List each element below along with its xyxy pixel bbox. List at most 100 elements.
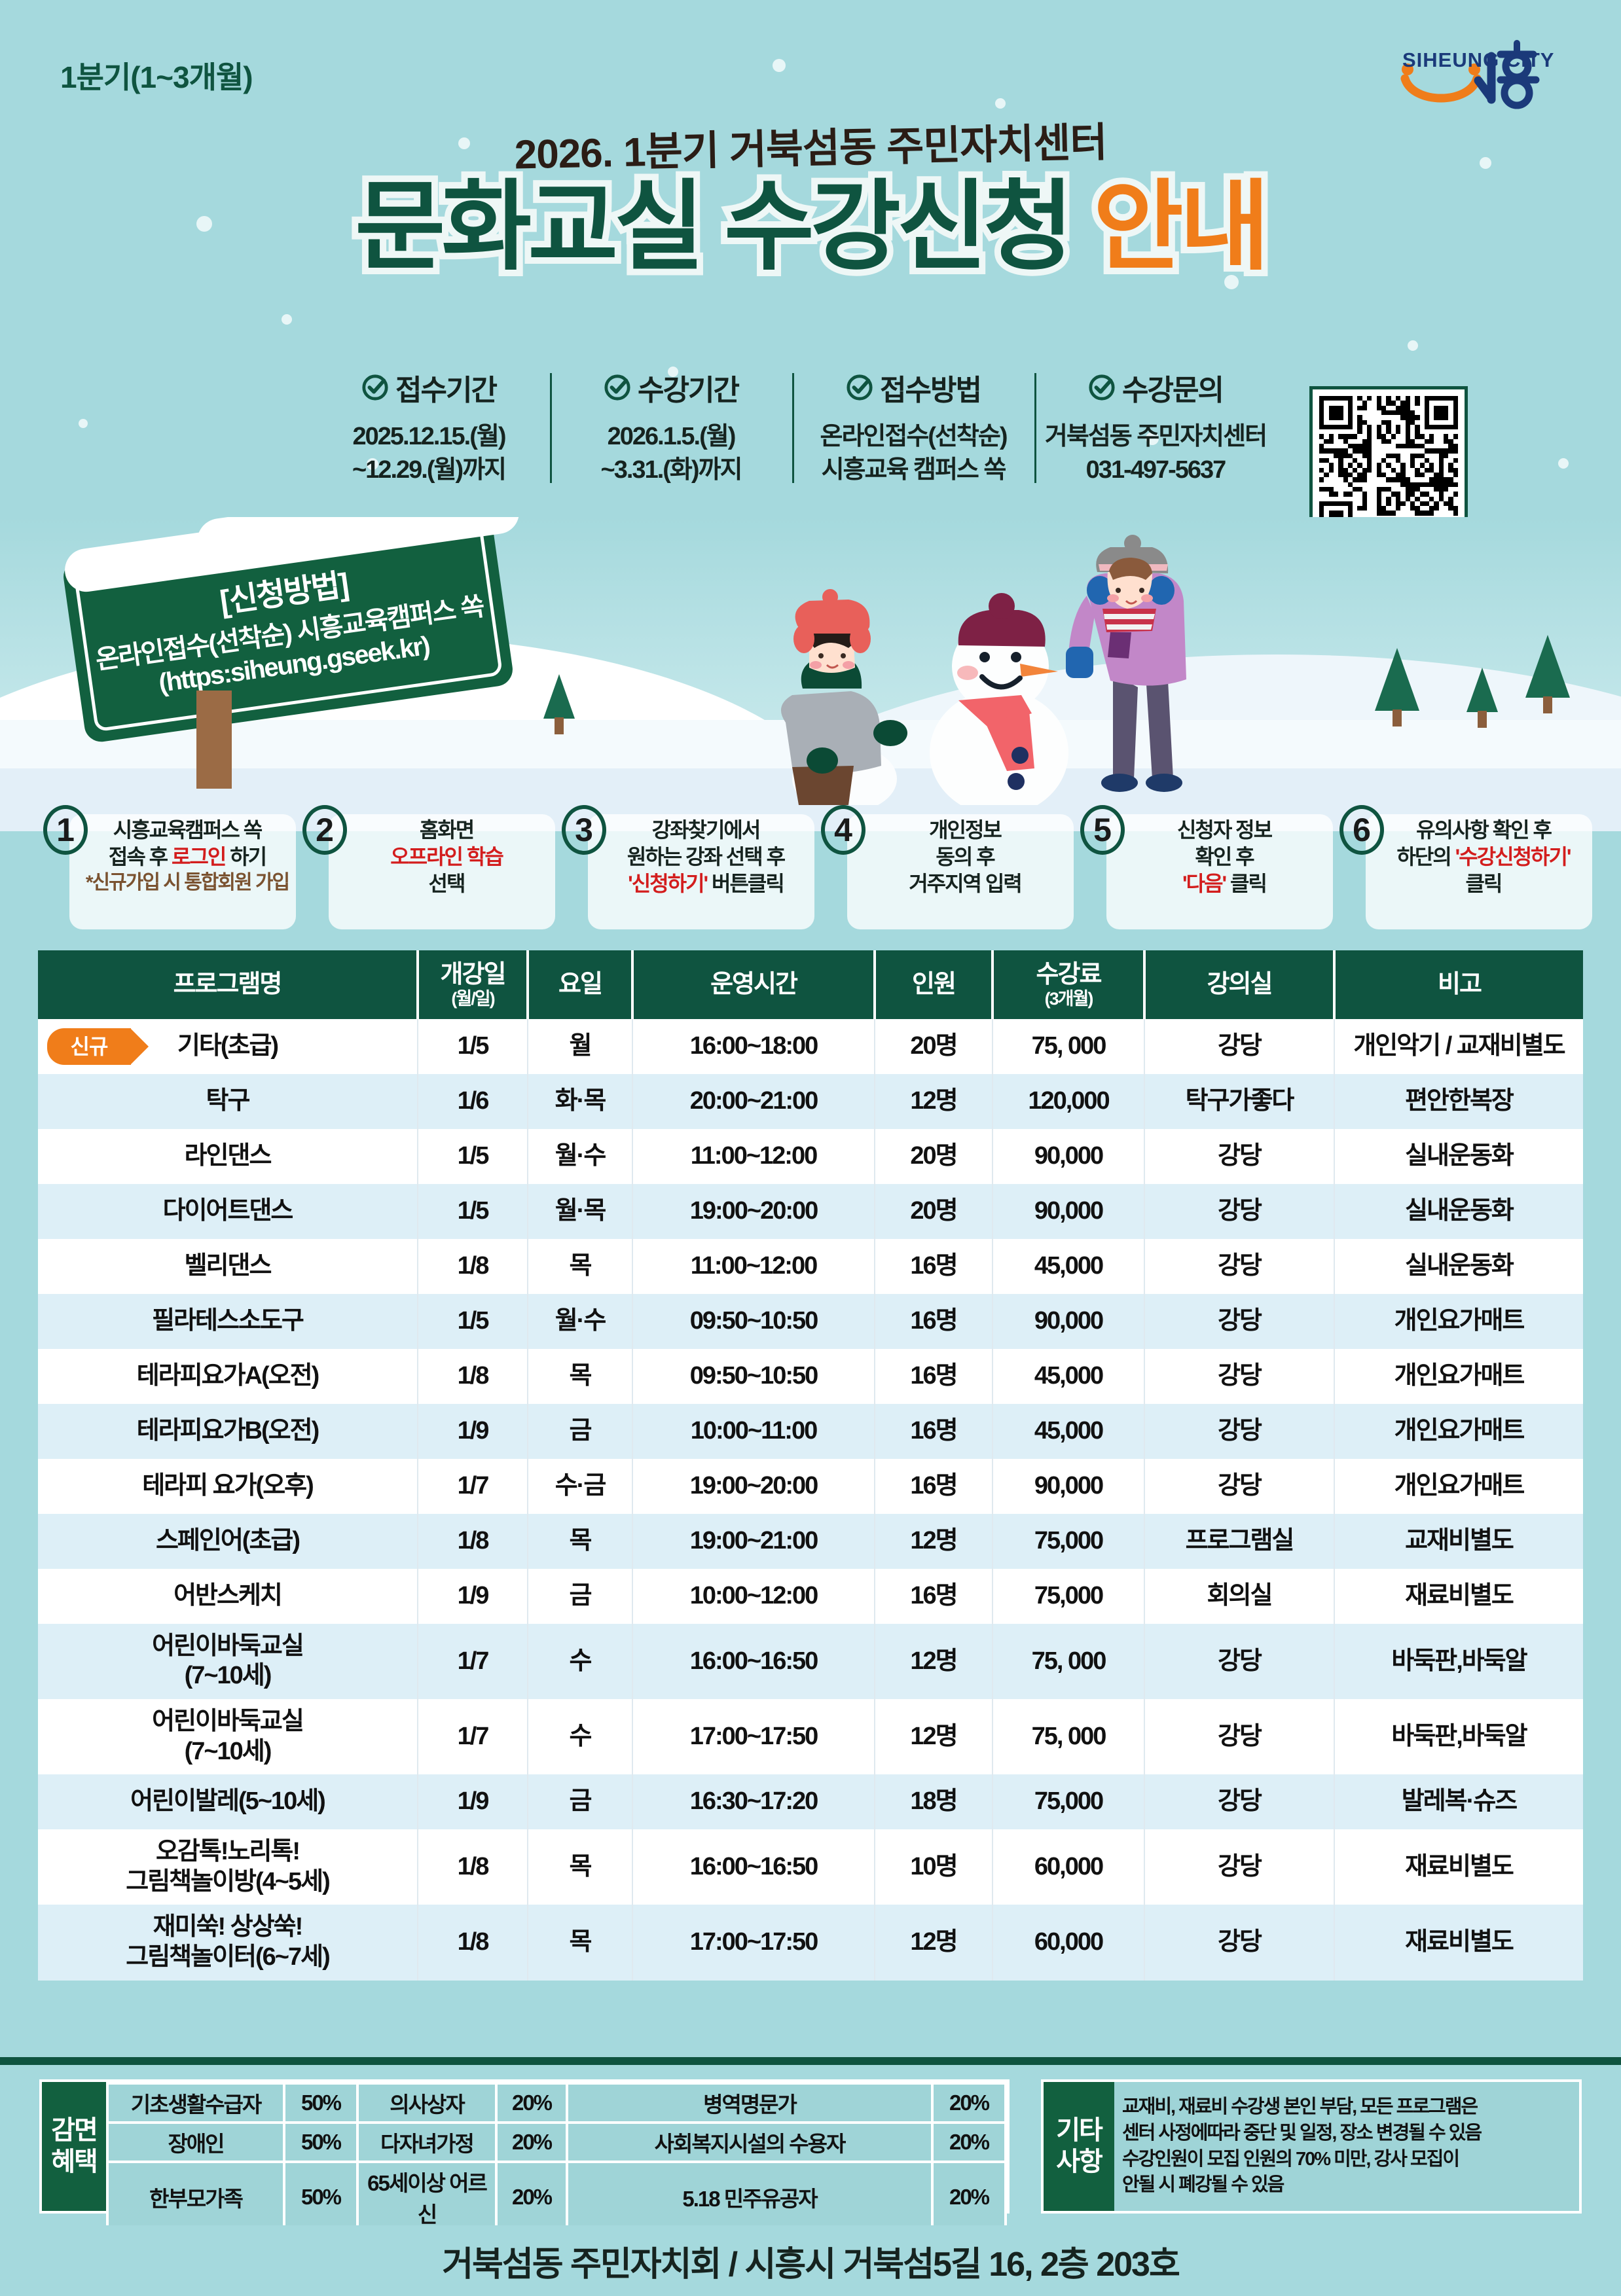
cell-room: 강당: [1144, 1623, 1335, 1699]
step-text: 홈화면 오프라인 학습 선택: [305, 805, 558, 897]
cell-fee: 75, 000: [993, 1698, 1145, 1775]
pine-tree-icon: [1525, 635, 1570, 713]
cell-capacity: 12명: [875, 1698, 993, 1775]
info-col-reception-method: 접수방법 온라인접수(선착순) 시흥교육 캠퍼스 쏙: [792, 367, 1034, 487]
check-circle-icon: [1089, 374, 1115, 401]
info-title-text: 수강문의: [1122, 374, 1224, 406]
benefit-cell: 50%: [283, 2082, 359, 2124]
cell-weekday: 목: [528, 1905, 633, 1981]
info-body: 거북섬동 주민자치센터 031-497-5637: [1040, 420, 1271, 487]
column-header: 인원: [875, 950, 994, 1019]
cell-room: 강당: [1144, 1128, 1335, 1184]
etc-notes-box: 기타 사항 교재비, 재료비 수강생 본인 부담, 모든 프로그램은 센터 사정에…: [1041, 2079, 1582, 2214]
step-card: [1106, 814, 1333, 929]
siheung-city-logo: SIHEUNG CITY: [1379, 18, 1595, 110]
column-header: 요일: [528, 950, 634, 1019]
bottom-band: 감면 혜택 기초생활수급자 50% 의사상자 20% 병역명문가 20% 장애인 50% 다자녀…: [0, 2057, 1621, 2273]
benefit-cell: 50%: [283, 2121, 359, 2163]
cell-start-date: 1/9: [418, 1568, 528, 1624]
table-row: 오감톡!노리톡! 그림책놀이방(4~5세) 1/8 목 16:00~16:50 10명 60…: [38, 1829, 1583, 1905]
step-2: 2 홈화면 오프라인 학습 선택: [299, 805, 558, 929]
cell-time: 17:00~17:50: [632, 1905, 875, 1981]
cell-capacity: 16명: [875, 1458, 993, 1514]
benefit-cell: 20%: [931, 2161, 1007, 2234]
benefit-cell: 의사상자: [356, 2082, 498, 2124]
cell-note: 바둑판,바둑알: [1391, 1722, 1527, 1750]
snowflake: [1146, 432, 1159, 445]
discount-benefits-box: 감면 혜택 기초생활수급자 50% 의사상자 20% 병역명문가 20% 장애인 50% 다자녀…: [39, 2079, 1010, 2273]
snowflake: [995, 98, 1006, 109]
benefit-cell: 기초생활수급자: [106, 2082, 285, 2124]
cell-note: 재료비별도: [1405, 1581, 1514, 1609]
cell-room: 회의실: [1144, 1568, 1335, 1624]
cell-time: 16:00~18:00: [632, 1018, 875, 1074]
program-table-head: 프로그램명 개강일 (월/일) 요일 운영시간 인원 수강료 (3개월) 강의실 비고: [38, 950, 1583, 1019]
cell-weekday: 목: [528, 1513, 633, 1569]
cell-fee: 45,000: [993, 1238, 1145, 1294]
step-card: [847, 814, 1074, 929]
program-table: 프로그램명 개강일 (월/일) 요일 운영시간 인원 수강료 (3개월) 강의실 비고 기타(초급…: [38, 950, 1583, 1981]
benefit-cell: 장애인: [106, 2121, 285, 2163]
cell-capacity: 16명: [875, 1238, 993, 1294]
step-line-2: 오프라인 학습: [390, 844, 504, 869]
cell-time: 16:00~16:50: [632, 1829, 875, 1905]
table-row: 다이어트댄스 1/5 월·목 19:00~20:00 20명 90,000 강당 실내운동화: [38, 1183, 1583, 1239]
step-text: 유의사항 확인 후 하단의 '수강신청하기' 클릭: [1342, 805, 1595, 897]
child-figure: [780, 589, 907, 805]
benefit-row: 기초생활수급자 50% 의사상자 20% 병역명문가 20%: [106, 2082, 1007, 2124]
cell-start-date: 1/8: [418, 1829, 528, 1905]
cell-weekday: 수: [528, 1698, 633, 1775]
cell-start-date: 1/7: [418, 1458, 528, 1514]
cell-weekday: 월: [528, 1018, 633, 1074]
table-row: 라인댄스 1/5 월·수 11:00~12:00 20명 90,000 강당 실내운동화: [38, 1128, 1583, 1184]
cell-room: 강당: [1144, 1183, 1335, 1239]
logo-wordmark: SIHEUNG CITY: [1402, 48, 1555, 71]
cell-program-name: 어반스케치: [38, 1568, 418, 1624]
cell-program-name: 다이어트댄스: [38, 1183, 418, 1239]
cell-fee: 90,000: [993, 1183, 1145, 1239]
benefit-cell: 50%: [283, 2161, 359, 2234]
cell-weekday: 수·금: [528, 1458, 633, 1514]
info-title: 수강기간: [555, 367, 787, 408]
cell-program-name: 테라피 요가(오후): [38, 1458, 418, 1514]
info-col-reception-period: 접수기간 2025.12.15.(월) ~12.29.(월)까지: [308, 367, 550, 487]
cell-room: 강당: [1144, 1403, 1335, 1459]
cell-time: 10:00~11:00: [632, 1403, 875, 1459]
step-line-1: 개인정보: [929, 818, 1002, 842]
cell-program-name: 기타(초급) 신규: [38, 1018, 418, 1074]
cell-weekday: 월·수: [528, 1293, 633, 1349]
headline-accent: 안내: [1087, 165, 1277, 288]
cell-room: 강당: [1144, 1018, 1335, 1074]
snowflake: [1480, 157, 1491, 169]
cell-start-date: 1/8: [418, 1905, 528, 1981]
cell-weekday: 월·목: [528, 1183, 633, 1239]
table-header-row: 프로그램명 개강일 (월/일) 요일 운영시간 인원 수강료 (3개월) 강의실 비고: [38, 950, 1583, 1019]
cell-weekday: 금: [528, 1568, 633, 1624]
table-row: 테라피 요가(오후) 1/7 수·금 19:00~20:00 16명 90,000 강당 개인…: [38, 1458, 1583, 1514]
new-badge: 신규: [47, 1028, 149, 1065]
info-col-contact: 수강문의 거북섬동 주민자치센터 031-497-5637: [1034, 367, 1277, 487]
cell-room: 강당: [1144, 1348, 1335, 1404]
cell-program-name: 벨리댄스: [38, 1238, 418, 1294]
cell-weekday: 월·수: [528, 1128, 633, 1184]
cell-weekday: 금: [528, 1774, 633, 1830]
benefit-cell: 사회복지시설의 수용자: [566, 2121, 934, 2163]
cell-start-date: 1/5: [418, 1018, 528, 1074]
cell-note: 발레복·슈즈: [1401, 1787, 1518, 1816]
cell-weekday: 목: [528, 1348, 633, 1404]
etc-note-line: 수강인원이 모집 인원의 70% 미만, 강사 모집이: [1122, 2148, 1460, 2170]
snowman-figure: [930, 593, 1068, 805]
cell-capacity: 20명: [875, 1128, 993, 1184]
benefit-cell: 5.18 민주유공자: [566, 2161, 934, 2234]
check-circle-icon: [604, 374, 630, 401]
step-line-1: 홈화면: [419, 818, 475, 842]
cell-time: 09:50~10:50: [632, 1293, 875, 1349]
headline-main: 문화교실 수강신청: [348, 165, 1093, 288]
snowflake: [668, 367, 678, 377]
column-header: 수강료 (3개월): [993, 950, 1146, 1019]
step-line-3: 거주지역 입력: [909, 871, 1023, 895]
program-table-body: 기타(초급) 신규 1/5 월 16:00~18:00 20명 75, 000 강당 개인악기 …: [38, 1018, 1583, 1981]
snowflake: [282, 314, 292, 325]
cell-fee: 75, 000: [993, 1018, 1145, 1074]
table-row: 어반스케치 1/9 금 10:00~12:00 16명 75,000 회의실 재료비별도: [38, 1568, 1583, 1624]
